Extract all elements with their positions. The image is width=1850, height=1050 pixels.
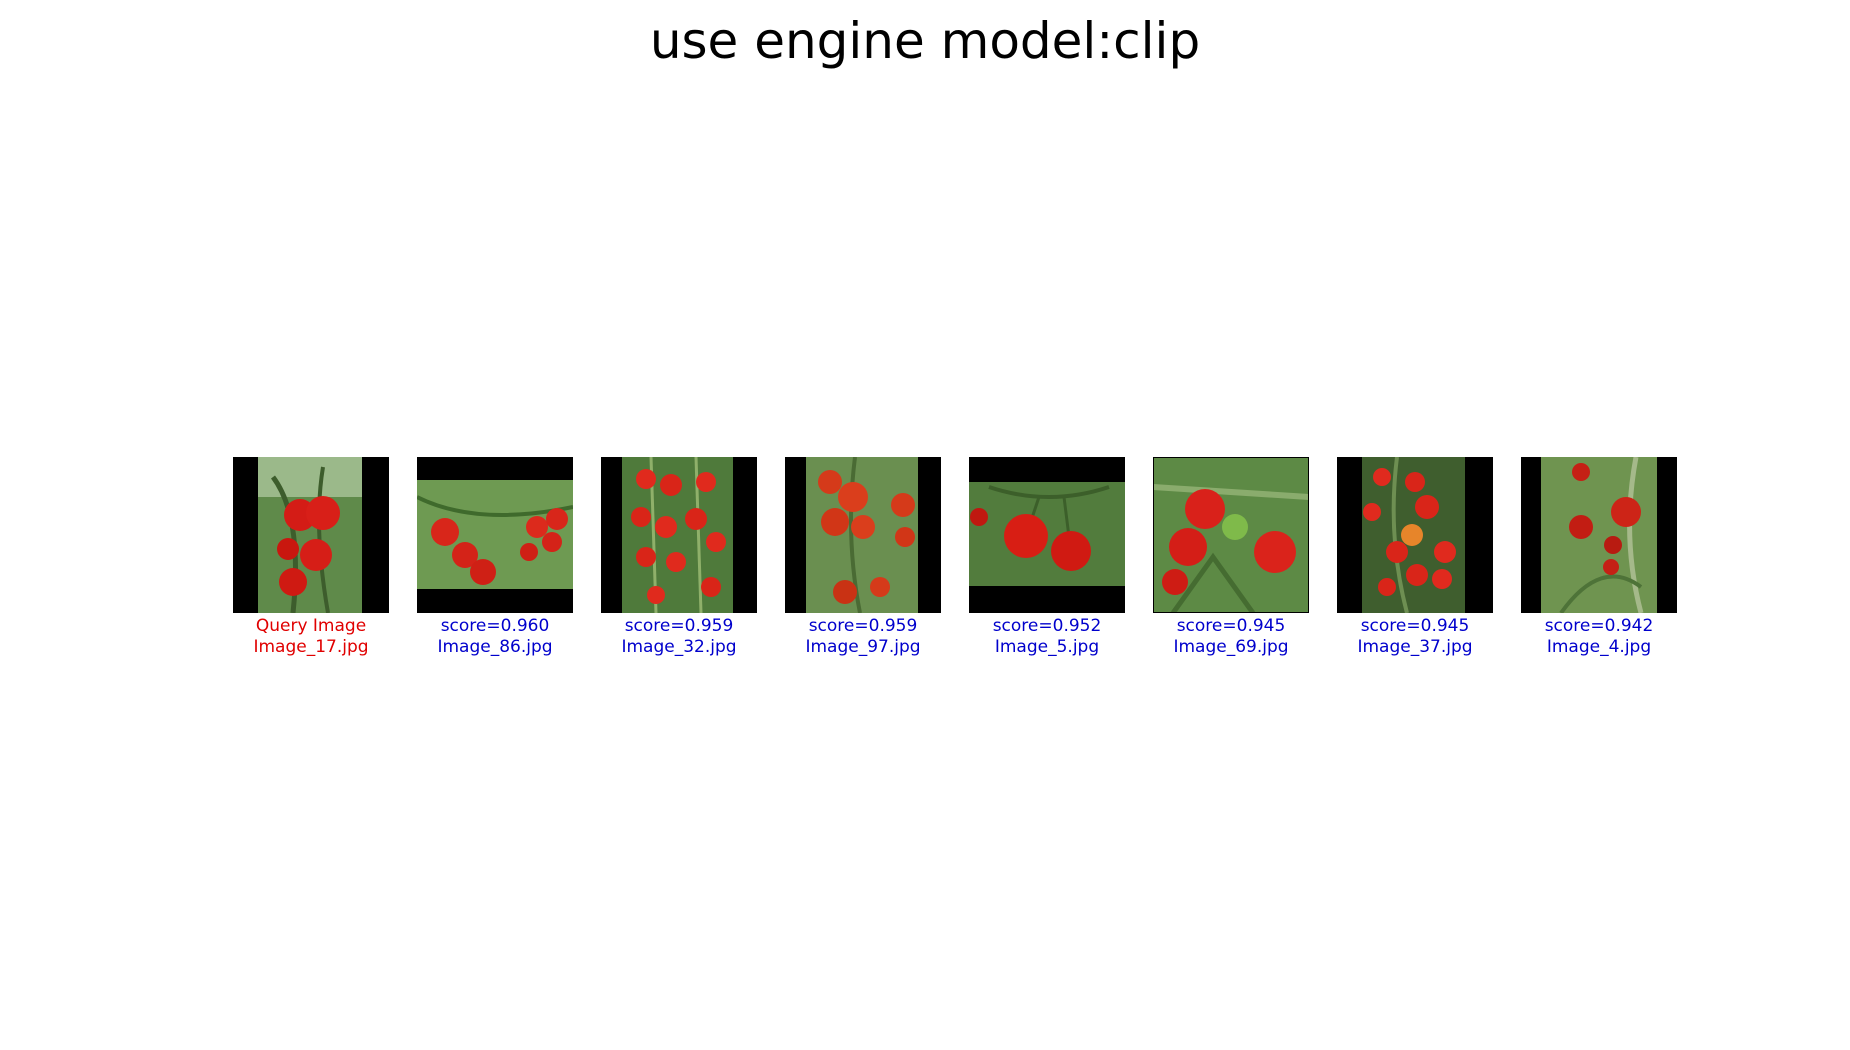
result-tile[interactable]: score=0.959 Image_97.jpg (785, 457, 941, 658)
result-score: score=0.952 (992, 616, 1102, 636)
result-thumbnail[interactable] (601, 457, 757, 613)
result-filename: Image_86.jpg (437, 637, 553, 657)
tomato-photo-icon (1153, 457, 1309, 613)
tomato-photo-icon (969, 457, 1125, 613)
result-filename: Image_4.jpg (1546, 637, 1652, 657)
tomato-photo-icon (1337, 457, 1493, 613)
result-score: score=0.942 (1544, 616, 1654, 636)
result-tile[interactable]: score=0.960 Image_86.jpg (417, 457, 573, 658)
result-score: score=0.959 (624, 616, 734, 636)
query-label: Query Image (255, 616, 367, 636)
result-caption: score=0.952 Image_5.jpg (969, 616, 1125, 658)
result-caption: score=0.945 Image_69.jpg (1153, 616, 1309, 658)
result-filename: Image_69.jpg (1173, 637, 1289, 657)
result-thumbnail[interactable] (417, 457, 573, 613)
result-score: score=0.959 (808, 616, 918, 636)
result-tile[interactable]: score=0.945 Image_69.jpg (1153, 457, 1309, 658)
result-tile[interactable]: score=0.959 Image_32.jpg (601, 457, 757, 658)
result-filename: Image_32.jpg (621, 637, 737, 657)
result-tile[interactable]: score=0.945 Image_37.jpg (1337, 457, 1493, 658)
result-score: score=0.945 (1176, 616, 1286, 636)
result-thumbnail[interactable] (969, 457, 1125, 613)
tomato-photo-icon (233, 457, 389, 613)
result-tile[interactable]: score=0.942 Image_4.jpg (1521, 457, 1677, 658)
result-score: score=0.960 (440, 616, 550, 636)
result-filename: Image_97.jpg (805, 637, 921, 657)
query-caption: Query Image Image_17.jpg (233, 616, 389, 658)
result-thumbnail[interactable] (1521, 457, 1677, 613)
query-filename: Image_17.jpg (253, 637, 369, 657)
figure-title: use engine model:clip (649, 12, 1201, 70)
result-thumbnail[interactable] (785, 457, 941, 613)
tomato-photo-icon (417, 457, 573, 613)
result-filename: Image_5.jpg (994, 637, 1100, 657)
tomato-photo-icon (1521, 457, 1677, 613)
result-score: score=0.945 (1360, 616, 1470, 636)
tomato-photo-icon (601, 457, 757, 613)
result-filename: Image_37.jpg (1357, 637, 1473, 657)
result-caption: score=0.959 Image_97.jpg (785, 616, 941, 658)
result-thumbnail[interactable] (1153, 457, 1309, 613)
query-thumbnail[interactable] (233, 457, 389, 613)
tomato-photo-icon (785, 457, 941, 613)
result-caption: score=0.960 Image_86.jpg (417, 616, 573, 658)
result-caption: score=0.959 Image_32.jpg (601, 616, 757, 658)
result-thumbnail[interactable] (1337, 457, 1493, 613)
result-caption: score=0.945 Image_37.jpg (1337, 616, 1493, 658)
result-caption: score=0.942 Image_4.jpg (1521, 616, 1677, 658)
query-tile[interactable]: Query Image Image_17.jpg (233, 457, 389, 658)
result-tile[interactable]: score=0.952 Image_5.jpg (969, 457, 1125, 658)
